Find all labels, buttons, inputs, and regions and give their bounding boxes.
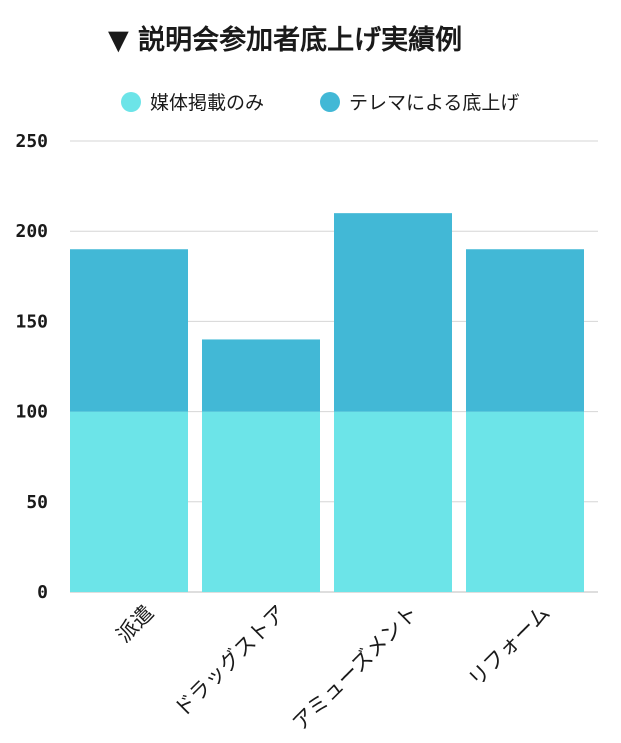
bar-2-series-0 — [334, 411, 452, 592]
y-tick-label-2: 100 — [15, 402, 48, 423]
x-category-label-0: 派遣 — [112, 601, 159, 648]
bar-2-series-1 — [334, 213, 452, 412]
legend-swatch-1 — [320, 92, 340, 112]
bar-3-series-0 — [466, 411, 584, 592]
y-tick-label-0: 0 — [37, 582, 48, 603]
legend-label-0: 媒体掲載のみ — [150, 92, 264, 114]
x-category-label-3: リフォーム — [464, 601, 555, 692]
bar-1-series-0 — [202, 411, 320, 592]
x-category-label-1: ドラッグストア — [170, 601, 291, 722]
x-category-label-2: アミューズメント — [288, 601, 423, 736]
y-tick-label-3: 150 — [15, 311, 48, 332]
bar-0-series-1 — [70, 249, 188, 412]
y-tick-label-5: 250 — [15, 131, 48, 152]
bar-1-series-1 — [202, 339, 320, 412]
legend-swatch-0 — [121, 92, 141, 112]
bar-3-series-1 — [466, 249, 584, 412]
bars — [70, 213, 584, 592]
chart-title: ▼ 説明会参加者底上げ実績例 — [108, 24, 462, 56]
y-tick-label-1: 50 — [26, 492, 48, 513]
legend: 媒体掲載のみ テレマによる底上げ — [121, 92, 519, 114]
bar-0-series-0 — [70, 411, 188, 592]
y-axis-ticks: 0 50 100 150 200 250 — [15, 131, 48, 603]
legend-label-1: テレマによる底上げ — [349, 92, 519, 114]
y-tick-label-4: 200 — [15, 221, 48, 242]
